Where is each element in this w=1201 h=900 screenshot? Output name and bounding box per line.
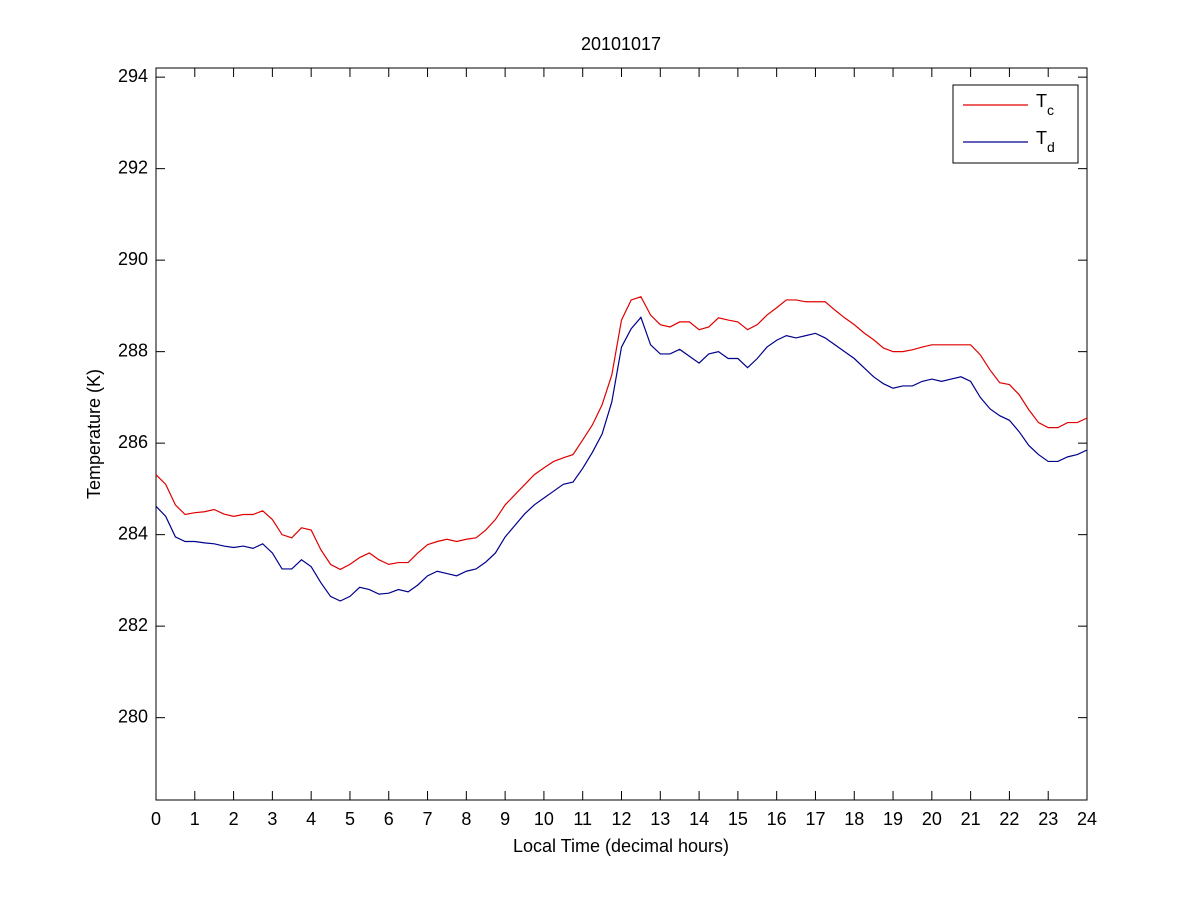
x-tick-label: 17 xyxy=(805,809,825,829)
x-tick-label: 3 xyxy=(267,809,277,829)
x-tick-label: 4 xyxy=(306,809,316,829)
x-tick-label: 21 xyxy=(961,809,981,829)
y-tick-label: 288 xyxy=(118,340,148,360)
y-tick-label: 294 xyxy=(118,66,148,86)
x-tick-label: 12 xyxy=(611,809,631,829)
x-tick-label: 20 xyxy=(922,809,942,829)
legend-label: Td xyxy=(1036,128,1055,155)
x-tick-label: 5 xyxy=(345,809,355,829)
x-tick-label: 11 xyxy=(573,809,592,829)
x-tick-label: 8 xyxy=(461,809,471,829)
series-line xyxy=(155,316,1088,602)
legend-label: Tc xyxy=(1036,91,1054,118)
x-tick-label: 23 xyxy=(1038,809,1058,829)
series-line xyxy=(155,296,1088,571)
x-tick-label: 22 xyxy=(999,809,1019,829)
y-tick-label: 292 xyxy=(118,157,148,177)
y-tick-label: 282 xyxy=(118,615,148,635)
chart-title: 20101017 xyxy=(581,34,661,54)
x-tick-label: 24 xyxy=(1077,809,1097,829)
x-tick-label: 6 xyxy=(384,809,394,829)
x-tick-label: 15 xyxy=(728,809,748,829)
plot-area xyxy=(155,67,1088,801)
x-tick-label: 2 xyxy=(229,809,239,829)
x-tick-label: 10 xyxy=(534,809,554,829)
x-tick-label: 1 xyxy=(190,809,200,829)
x-axis-label: Local Time (decimal hours) xyxy=(513,836,729,856)
x-tick-label: 13 xyxy=(650,809,670,829)
y-tick-label: 280 xyxy=(118,706,148,726)
y-axis-label: Temperature (K) xyxy=(84,369,104,499)
x-tick-label: 0 xyxy=(151,809,161,829)
x-tick-label: 14 xyxy=(689,809,709,829)
y-tick-label: 286 xyxy=(118,432,148,452)
legend-box xyxy=(952,84,1079,164)
x-tick-label: 19 xyxy=(883,809,903,829)
x-tick-label: 9 xyxy=(500,809,510,829)
x-tick-label: 16 xyxy=(767,809,787,829)
x-tick-label: 7 xyxy=(423,809,433,829)
y-tick-label: 290 xyxy=(118,249,148,269)
y-tick-label: 284 xyxy=(118,523,148,543)
x-tick-label: 18 xyxy=(844,809,864,829)
